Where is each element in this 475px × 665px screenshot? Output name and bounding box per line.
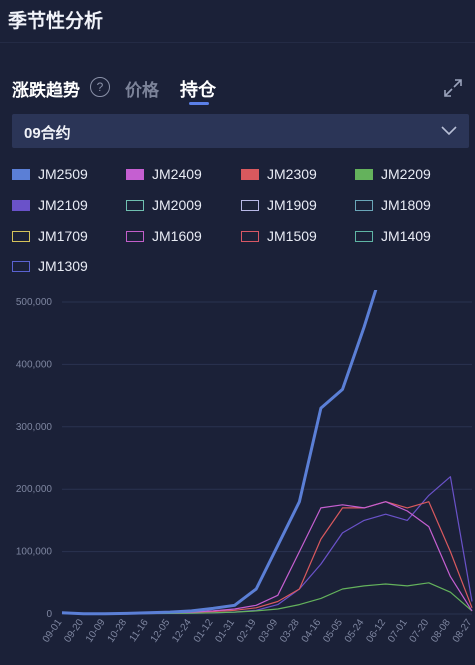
y-tick-label: 300,000 [16, 422, 53, 433]
series-line-jm2109 [61, 476, 473, 615]
x-tick-label: 07-20 [408, 617, 432, 645]
tab-trend[interactable]: 涨跌趋势 [12, 81, 80, 100]
x-tick-label: 06-12 [364, 617, 388, 645]
x-tick-label: 09-01 [41, 617, 65, 645]
x-tick-label: 03-28 [278, 617, 302, 645]
contract-select-value: 09合约 [24, 125, 71, 142]
legend-swatch [355, 231, 373, 242]
legend-swatch [126, 169, 144, 180]
legend-label: JM2309 [267, 166, 317, 182]
legend-swatch [12, 261, 30, 272]
legend-swatch [12, 200, 30, 211]
legend-label: JM2009 [152, 197, 202, 213]
legend-label: JM1309 [38, 258, 88, 274]
legend-swatch [241, 169, 259, 180]
x-tick-label: 07-01 [386, 617, 410, 645]
legend-label: JM1909 [267, 197, 317, 213]
series-line-jm2309 [61, 501, 473, 615]
x-tick-label: 05-05 [321, 617, 345, 645]
series-line-jm2209 [61, 582, 473, 615]
legend-label: JM2509 [38, 166, 88, 182]
x-tick-label: 09-20 [62, 617, 86, 645]
holding-chart: 0 100,000 200,000 300,000 400,000 500,000 09-0… [16, 290, 475, 645]
page-title: 季节性分析 [8, 11, 104, 32]
legend-label: JM2209 [381, 166, 431, 182]
legend-label: JM1809 [381, 197, 431, 213]
y-tick-label: 500,000 [16, 297, 53, 308]
x-tick-label: 12-24 [170, 617, 194, 645]
x-tick-label: 03-09 [257, 617, 281, 645]
active-tab-indicator [189, 102, 209, 105]
legend-label: JM2409 [152, 166, 202, 182]
x-tick-label: 10-28 [106, 617, 130, 645]
legend-swatch [126, 200, 144, 211]
x-tick-label: 05-24 [343, 617, 367, 645]
legend-swatch [241, 231, 259, 242]
x-tick-label: 10-09 [84, 617, 108, 645]
tab-price[interactable]: 价格 [125, 81, 159, 100]
x-tick-label: 04-16 [300, 617, 324, 645]
legend-swatch [355, 200, 373, 211]
legend-swatch [12, 231, 30, 242]
legend-label: JM1509 [267, 228, 317, 244]
x-tick-label: 08-08 [429, 617, 453, 645]
x-tick-label: 02-19 [235, 617, 259, 645]
y-tick-label: 0 [46, 609, 52, 620]
y-tick-label: 100,000 [16, 547, 53, 558]
legend-swatch [355, 169, 373, 180]
x-tick-label: 01-31 [213, 617, 237, 645]
header-divider [0, 42, 475, 43]
legend-label: JM2109 [38, 197, 88, 213]
legend-swatch [126, 231, 144, 242]
series-line-jm2509 [61, 290, 378, 616]
header: 季节性分析 [0, 0, 475, 40]
legend-swatch [12, 169, 30, 180]
legend-label: JM1609 [152, 228, 202, 244]
contract-select[interactable]: 09合约 [12, 114, 469, 148]
y-tick-label: 400,000 [16, 359, 53, 370]
x-tick-label: 11-16 [128, 617, 152, 644]
x-tick-label: 01-12 [192, 617, 216, 645]
tab-open-interest[interactable]: 持仓 [180, 80, 216, 100]
x-tick-label: 12-05 [149, 617, 173, 645]
legend-swatch [241, 200, 259, 211]
y-tick-label: 200,000 [16, 484, 53, 495]
expand-icon[interactable] [443, 78, 463, 98]
series-line-jm2409 [61, 501, 473, 615]
legend-label: JM1709 [38, 228, 88, 244]
chevron-down-icon [441, 126, 457, 136]
x-tick-label: 08-27 [451, 617, 475, 645]
legend-label: JM1409 [381, 228, 431, 244]
help-icon[interactable]: ? [90, 77, 110, 97]
